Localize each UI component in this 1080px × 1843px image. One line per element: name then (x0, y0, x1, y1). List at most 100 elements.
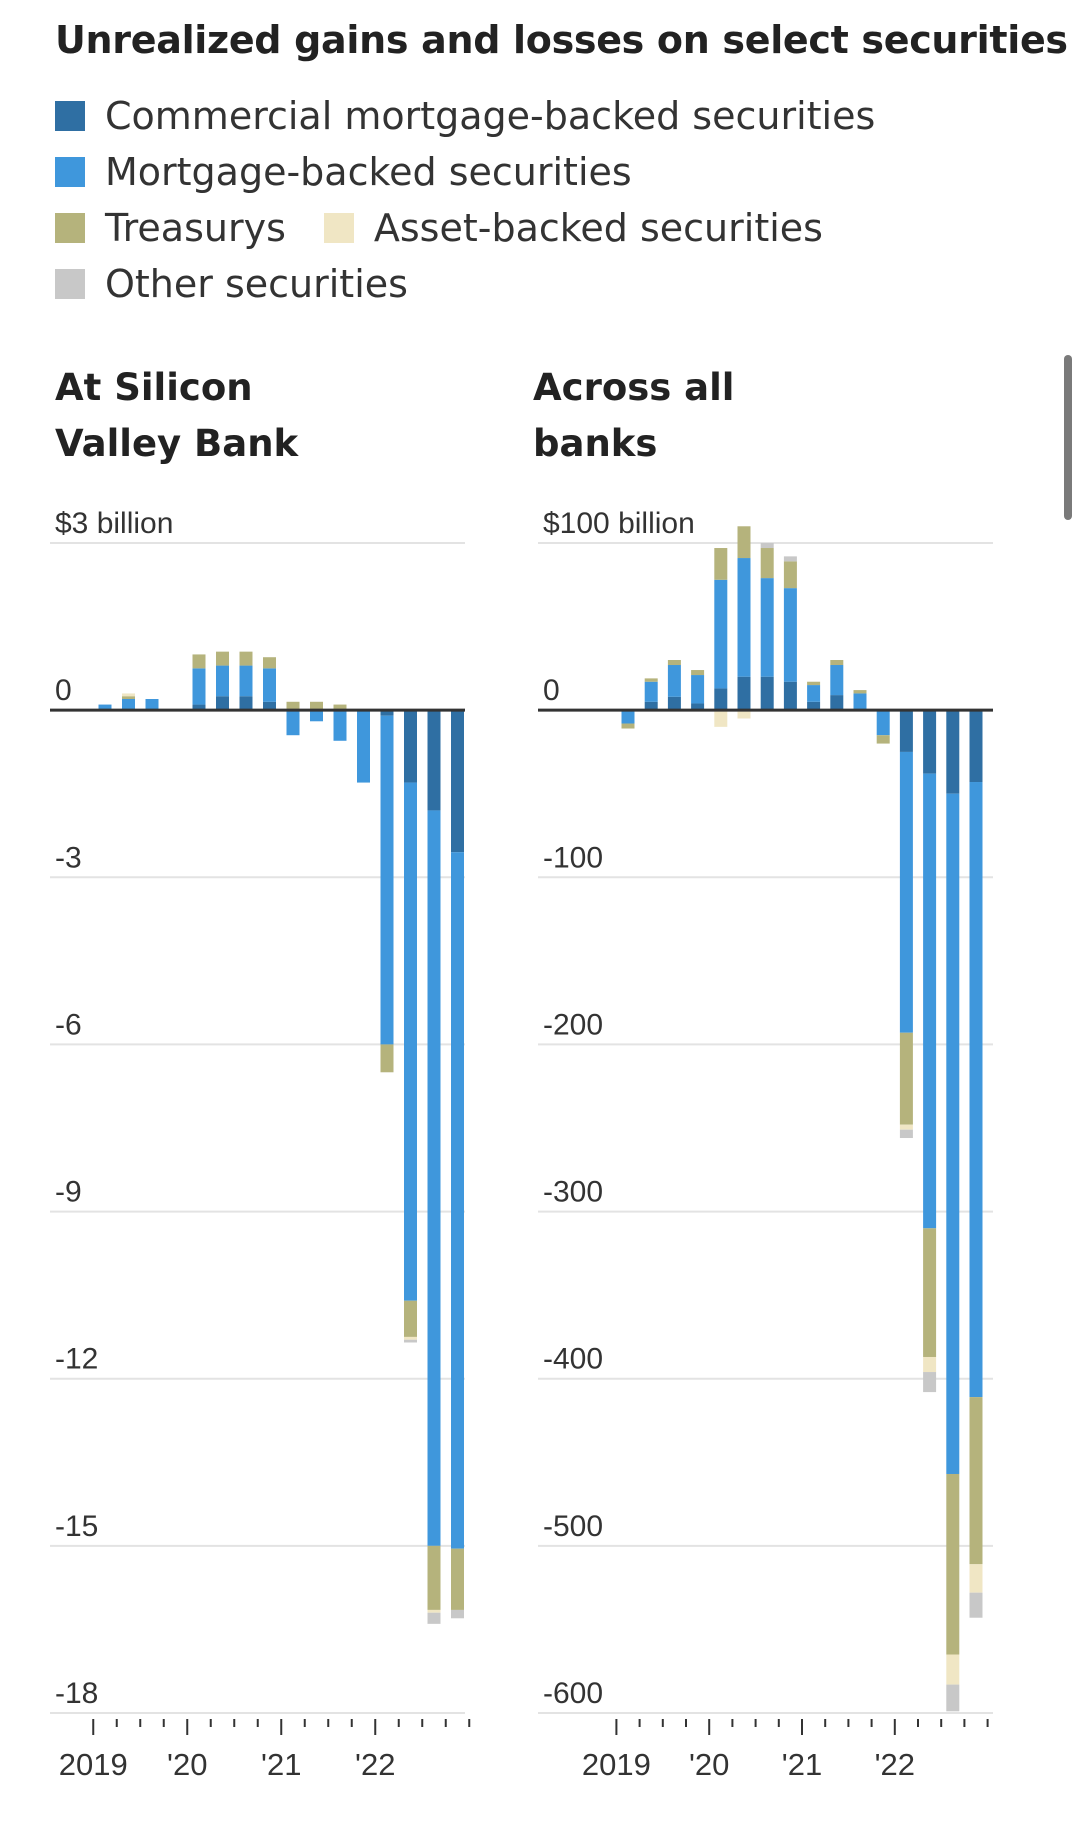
bar-segment (621, 723, 635, 729)
bar-segment (427, 1545, 441, 1610)
bar-segment (737, 526, 751, 559)
bar-segment (380, 1044, 394, 1073)
bar-segment (853, 693, 867, 711)
bar-segment (783, 588, 797, 682)
y-tick-label: -12 (55, 1343, 98, 1376)
bar-segment (216, 696, 229, 711)
bar-segment (239, 696, 253, 711)
bar-segment (263, 668, 276, 702)
y-tick-label: -100 (543, 841, 603, 874)
bar-segment (263, 701, 276, 711)
y-tick-label: 0 (55, 674, 72, 707)
bar-segment (969, 782, 983, 1398)
scrollbar[interactable] (1064, 355, 1072, 520)
y-tick-label: -400 (543, 1343, 603, 1376)
bar-segment (451, 1609, 464, 1619)
bar-segment (714, 548, 728, 580)
bar-segment (310, 710, 323, 722)
legend-row: Commercial mortgage-backed securities (55, 88, 913, 144)
bar-segment (451, 710, 464, 853)
bar-segment (122, 699, 135, 711)
y-tick-label: 0 (543, 674, 560, 707)
bar-segment (946, 793, 960, 1474)
bar-segment (969, 1397, 983, 1565)
bar-segment (714, 579, 728, 689)
legend-swatch-other (55, 269, 85, 299)
legend-item-treasury: Treasurys (55, 206, 286, 250)
bar-segment (333, 710, 347, 741)
bar-segment (667, 660, 681, 666)
legend-swatch-treasury (55, 213, 85, 243)
legend-item-abs: Asset-backed securities (323, 206, 823, 250)
bar-segment (899, 751, 913, 1033)
x-tick-label: 2019 (59, 1747, 128, 1782)
bar-segment (404, 1339, 417, 1343)
y-tick-label: $100 billion (543, 507, 695, 540)
y-tick-label: -200 (543, 1008, 603, 1041)
bar-segment (145, 699, 159, 711)
bar-segment (783, 561, 797, 589)
bar-segment (98, 704, 112, 711)
legend-label-treasury: Treasurys (105, 206, 286, 250)
bar-segment (946, 1684, 960, 1712)
bar-segment (192, 654, 206, 669)
bar-segment (644, 681, 658, 702)
bar-segment (969, 1592, 983, 1618)
bar-segment (286, 701, 300, 711)
legend-swatch-abs (323, 213, 354, 243)
bar-segment (923, 1372, 937, 1393)
panel-all-banks: $100 billion 0 -100 -200 -300 -400 -500 -600 201… (538, 507, 993, 1782)
legend-swatch-mbs (55, 157, 85, 187)
bar-segment (427, 1609, 441, 1613)
bar-segment (899, 710, 913, 752)
bar-segment (404, 1300, 417, 1337)
x-tick-label: 2019 (582, 1747, 651, 1782)
panel-title-svb: At Silicon Valley Bank (55, 360, 355, 472)
legend-row: Treasurys Asset-backed securities (55, 200, 913, 256)
x-tick-label: '22 (875, 1747, 915, 1782)
y-tick-label: -15 (55, 1510, 98, 1543)
bar-segment (830, 665, 844, 696)
bar-segment (714, 710, 728, 727)
bar-segment (192, 704, 206, 711)
x-tick-label: '21 (782, 1747, 822, 1782)
bar-segment (404, 710, 417, 783)
bar-segment (876, 735, 890, 744)
y-tick-label: -18 (55, 1677, 98, 1710)
legend-item-other: Other securities (55, 262, 408, 306)
bar-segment (691, 703, 705, 711)
bar-segment (853, 690, 867, 694)
panel-title-line: Valley Bank (55, 422, 299, 465)
y-tick-label: -3 (55, 841, 82, 874)
bar-segment (451, 852, 464, 1549)
bar-segment (333, 704, 347, 711)
bar-segment (923, 1228, 937, 1357)
bar-segment (714, 688, 728, 711)
bar-segment (946, 1473, 960, 1655)
bar-segment (216, 651, 229, 666)
bar-segment (737, 710, 751, 719)
bar-segment (427, 1612, 441, 1624)
bar-segment (380, 710, 394, 716)
bar-segment (899, 1124, 913, 1130)
bar-segment (239, 665, 253, 697)
bar-segment (357, 710, 370, 783)
bar-segment (737, 558, 751, 677)
y-tick-label: -300 (543, 1176, 603, 1209)
bar-segment (239, 651, 253, 666)
panel-title-line: banks (533, 422, 658, 465)
panel-title-line: Across all (533, 366, 735, 409)
legend-label-cmbs: Commercial mortgage-backed securities (105, 94, 876, 138)
panel-title-line: At Silicon (55, 366, 253, 409)
bar-segment (969, 710, 983, 783)
bar-segment (192, 668, 206, 705)
bar-segment (923, 710, 937, 774)
bar-segment (404, 1336, 417, 1340)
legend-label-mbs: Mortgage-backed securities (105, 150, 632, 194)
panel-svb: $3 billion 0 -3 -6 -9 -12 -15 -18 2019 '20 '21 '22 (50, 507, 471, 1782)
bar-segment (923, 1356, 937, 1373)
legend-item-cmbs: Commercial mortgage-backed securities (55, 94, 875, 138)
bar-segment (876, 710, 890, 736)
legend-item-mbs: Mortgage-backed securities (55, 150, 632, 194)
bar-segment (737, 676, 751, 711)
